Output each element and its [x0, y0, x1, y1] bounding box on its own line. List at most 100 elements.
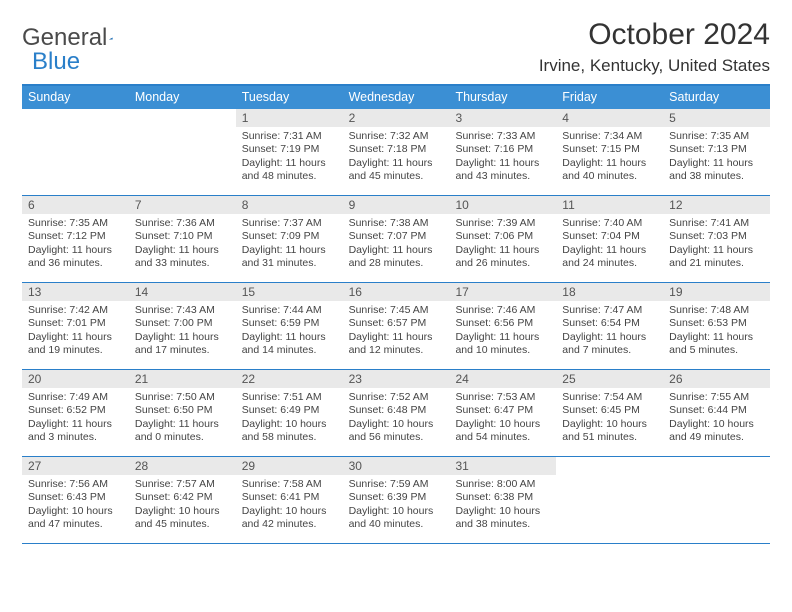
day-cell: 13Sunrise: 7:42 AMSunset: 7:01 PMDayligh… — [22, 283, 129, 369]
daylight-line: Daylight: 11 hours and 45 minutes. — [349, 157, 444, 184]
sunrise-line: Sunrise: 7:50 AM — [135, 391, 230, 404]
daylight-line: Daylight: 11 hours and 24 minutes. — [562, 244, 657, 271]
day-header: Thursday — [449, 86, 556, 109]
day-cell: 15Sunrise: 7:44 AMSunset: 6:59 PMDayligh… — [236, 283, 343, 369]
day-cell: 22Sunrise: 7:51 AMSunset: 6:49 PMDayligh… — [236, 370, 343, 456]
sunset-line: Sunset: 6:52 PM — [28, 404, 123, 417]
sunrise-line: Sunrise: 7:44 AM — [242, 304, 337, 317]
sunset-line: Sunset: 6:56 PM — [455, 317, 550, 330]
sunset-line: Sunset: 6:49 PM — [242, 404, 337, 417]
sunset-line: Sunset: 7:16 PM — [455, 143, 550, 156]
day-cell: 20Sunrise: 7:49 AMSunset: 6:52 PMDayligh… — [22, 370, 129, 456]
daylight-line: Daylight: 11 hours and 10 minutes. — [455, 331, 550, 358]
sunrise-line: Sunrise: 7:34 AM — [562, 130, 657, 143]
day-header-row: SundayMondayTuesdayWednesdayThursdayFrid… — [22, 86, 770, 109]
sunset-line: Sunset: 6:54 PM — [562, 317, 657, 330]
month-title: October 2024 — [539, 18, 770, 52]
sunset-line: Sunset: 7:18 PM — [349, 143, 444, 156]
day-number: 29 — [236, 457, 343, 475]
day-body: Sunrise: 7:44 AMSunset: 6:59 PMDaylight:… — [236, 301, 343, 362]
day-number: 22 — [236, 370, 343, 388]
day-header: Wednesday — [343, 86, 450, 109]
day-body: Sunrise: 7:40 AMSunset: 7:04 PMDaylight:… — [556, 214, 663, 275]
day-cell: 10Sunrise: 7:39 AMSunset: 7:06 PMDayligh… — [449, 196, 556, 282]
sunset-line: Sunset: 6:57 PM — [349, 317, 444, 330]
sunset-line: Sunset: 6:44 PM — [669, 404, 764, 417]
day-number: 6 — [22, 196, 129, 214]
day-number: 9 — [343, 196, 450, 214]
day-cell: 7Sunrise: 7:36 AMSunset: 7:10 PMDaylight… — [129, 196, 236, 282]
day-number — [22, 109, 129, 129]
day-body: Sunrise: 7:52 AMSunset: 6:48 PMDaylight:… — [343, 388, 450, 449]
day-number: 12 — [663, 196, 770, 214]
day-cell: 26Sunrise: 7:55 AMSunset: 6:44 PMDayligh… — [663, 370, 770, 456]
daylight-line: Daylight: 10 hours and 56 minutes. — [349, 418, 444, 445]
day-body: Sunrise: 7:55 AMSunset: 6:44 PMDaylight:… — [663, 388, 770, 449]
sunset-line: Sunset: 7:13 PM — [669, 143, 764, 156]
day-number: 5 — [663, 109, 770, 127]
day-cell: 23Sunrise: 7:52 AMSunset: 6:48 PMDayligh… — [343, 370, 450, 456]
sunrise-line: Sunrise: 7:42 AM — [28, 304, 123, 317]
sunrise-line: Sunrise: 7:58 AM — [242, 478, 337, 491]
title-block: October 2024 Irvine, Kentucky, United St… — [539, 18, 770, 76]
sunrise-line: Sunrise: 7:49 AM — [28, 391, 123, 404]
day-number: 25 — [556, 370, 663, 388]
day-number: 18 — [556, 283, 663, 301]
day-number: 23 — [343, 370, 450, 388]
daylight-line: Daylight: 10 hours and 58 minutes. — [242, 418, 337, 445]
day-body: Sunrise: 7:46 AMSunset: 6:56 PMDaylight:… — [449, 301, 556, 362]
day-cell: 1Sunrise: 7:31 AMSunset: 7:19 PMDaylight… — [236, 109, 343, 195]
sunrise-line: Sunrise: 8:00 AM — [455, 478, 550, 491]
sunset-line: Sunset: 7:04 PM — [562, 230, 657, 243]
daylight-line: Daylight: 11 hours and 36 minutes. — [28, 244, 123, 271]
sunrise-line: Sunrise: 7:48 AM — [669, 304, 764, 317]
location: Irvine, Kentucky, United States — [539, 56, 770, 76]
day-number: 10 — [449, 196, 556, 214]
day-cell: 29Sunrise: 7:58 AMSunset: 6:41 PMDayligh… — [236, 457, 343, 543]
day-number: 27 — [22, 457, 129, 475]
daylight-line: Daylight: 11 hours and 40 minutes. — [562, 157, 657, 184]
sunset-line: Sunset: 7:03 PM — [669, 230, 764, 243]
day-cell: 11Sunrise: 7:40 AMSunset: 7:04 PMDayligh… — [556, 196, 663, 282]
day-number — [556, 457, 663, 477]
day-cell: 27Sunrise: 7:56 AMSunset: 6:43 PMDayligh… — [22, 457, 129, 543]
daylight-line: Daylight: 10 hours and 42 minutes. — [242, 505, 337, 532]
day-cell: 5Sunrise: 7:35 AMSunset: 7:13 PMDaylight… — [663, 109, 770, 195]
day-header: Saturday — [663, 86, 770, 109]
sunset-line: Sunset: 7:15 PM — [562, 143, 657, 156]
weeks-container: 1 Sunrise: 7:31 AMSunset: 7:19 PM Daylight… — [22, 109, 770, 544]
day-cell: 12Sunrise: 7:41 AMSunset: 7:03 PMDayligh… — [663, 196, 770, 282]
sunset-line: Sunset: 7:01 PM — [28, 317, 123, 330]
sunset-line: Sunset: 7:19 PM — [242, 143, 337, 156]
sunrise-line: Sunrise: 7:55 AM — [669, 391, 764, 404]
day-body: Sunrise: 7:59 AMSunset: 6:39 PMDaylight:… — [343, 475, 450, 536]
sunrise-line: Sunrise: 7:56 AM — [28, 478, 123, 491]
day-number: 19 — [663, 283, 770, 301]
sunrise-line: Sunrise: 7:46 AM — [455, 304, 550, 317]
day-cell: 21Sunrise: 7:50 AMSunset: 6:50 PMDayligh… — [129, 370, 236, 456]
day-cell — [663, 457, 770, 543]
logo-text-b: Blue — [32, 48, 80, 76]
day-header: Tuesday — [236, 86, 343, 109]
sunset-line: Sunset: 7:06 PM — [455, 230, 550, 243]
day-number: 1 — [236, 109, 343, 127]
day-body: Sunrise: 7:39 AMSunset: 7:06 PMDaylight:… — [449, 214, 556, 275]
day-cell: 25Sunrise: 7:54 AMSunset: 6:45 PMDayligh… — [556, 370, 663, 456]
sunrise-line: Sunrise: 7:31 AM — [242, 130, 337, 143]
daylight-line: Daylight: 11 hours and 7 minutes. — [562, 331, 657, 358]
sunrise-line: Sunrise: 7:53 AM — [455, 391, 550, 404]
daylight-line: Daylight: 11 hours and 17 minutes. — [135, 331, 230, 358]
sunset-line: Sunset: 6:42 PM — [135, 491, 230, 504]
sunset-line: Sunset: 6:48 PM — [349, 404, 444, 417]
sunset-line: Sunset: 6:45 PM — [562, 404, 657, 417]
sunrise-line: Sunrise: 7:39 AM — [455, 217, 550, 230]
day-number: 26 — [663, 370, 770, 388]
daylight-line: Daylight: 11 hours and 33 minutes. — [135, 244, 230, 271]
daylight-line: Daylight: 10 hours and 38 minutes. — [455, 505, 550, 532]
day-cell: 24Sunrise: 7:53 AMSunset: 6:47 PMDayligh… — [449, 370, 556, 456]
day-cell: 6Sunrise: 7:35 AMSunset: 7:12 PMDaylight… — [22, 196, 129, 282]
day-number: 3 — [449, 109, 556, 127]
day-number: 28 — [129, 457, 236, 475]
page-header: General October 2024 Irvine, Kentucky, U… — [22, 18, 770, 76]
daylight-line: Daylight: 11 hours and 31 minutes. — [242, 244, 337, 271]
